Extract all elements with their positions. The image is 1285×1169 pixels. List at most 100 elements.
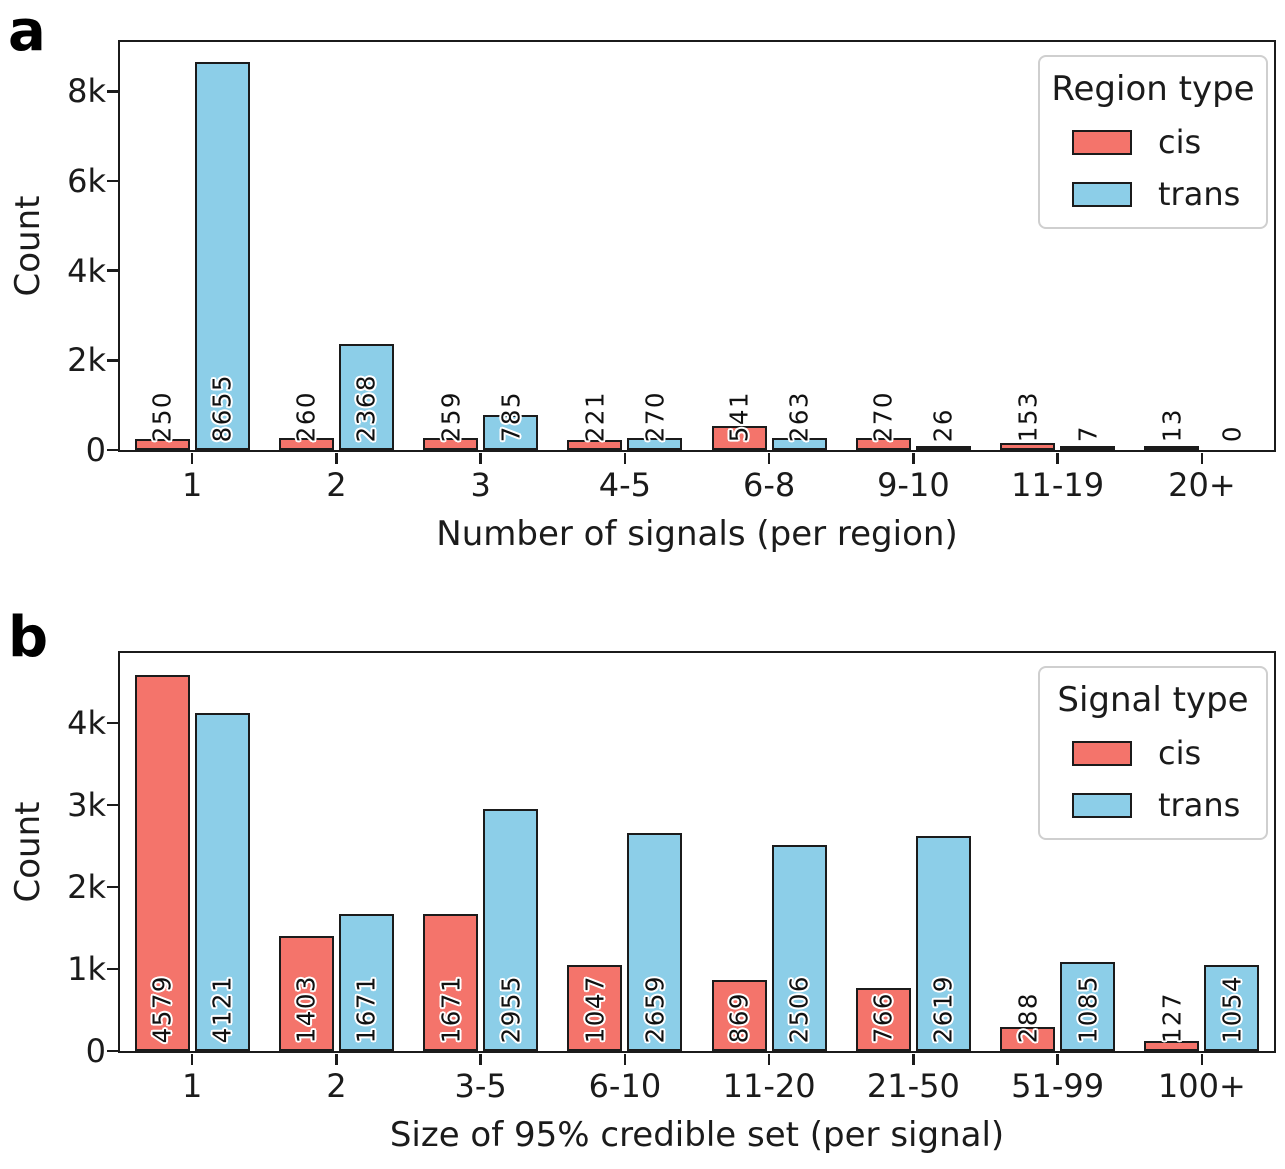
x-tick-mark	[479, 452, 482, 464]
bar-value-label: 2659	[640, 974, 670, 1043]
y-tick-label: 3k	[67, 785, 106, 824]
plot-area-b: Count 0 1k 2k 3k 4k 1 2 3-5 6-10 11-20 21-50 51-99…	[8, 651, 1276, 1155]
bar-value-label: 263	[784, 390, 814, 442]
bar-value-label: 869	[724, 991, 754, 1043]
y-tick-label: 0	[85, 1032, 106, 1070]
bar-value-label: 1671	[436, 974, 466, 1043]
bar-value-label: 2506	[784, 974, 814, 1043]
bar-value-label: 1085	[1073, 974, 1103, 1043]
x-tick-label: 3-5	[454, 1067, 507, 1105]
x-tick-mark	[190, 1053, 194, 1065]
bar-value-label: 766	[868, 991, 898, 1043]
bar-value-label: 2955	[496, 974, 526, 1043]
x-axis-ticks: 1 2 3 4-5 6-8 9-10 11-19 20+	[120, 466, 1274, 512]
bar-value-label: 0	[1217, 424, 1247, 442]
y-axis-ticks: 0 1k 2k 3k 4k	[6, 653, 106, 1070]
legend-row-trans: trans	[1072, 175, 1266, 213]
x-tick-label: 1	[181, 1067, 203, 1105]
x-axis-title: Number of signals (per region)	[436, 514, 958, 554]
y-tick-label: 4k	[67, 703, 106, 742]
bar-cis	[855, 437, 911, 450]
y-tick-mark	[106, 803, 118, 807]
bar-cis	[855, 988, 911, 1051]
x-tick-label: 100+	[1157, 1067, 1246, 1105]
x-tick-label: 9-10	[877, 466, 950, 504]
panel-letter-a: a	[8, 0, 46, 64]
bar-trans	[194, 61, 250, 450]
y-tick-label: 1k	[67, 949, 106, 988]
bar-value-label: 7	[1073, 424, 1103, 442]
x-tick-mark	[1056, 1053, 1059, 1065]
bar-trans	[771, 438, 827, 450]
bar-value-label: 4121	[207, 974, 237, 1043]
x-tick-label: 11-20	[722, 1067, 816, 1105]
y-tick-mark	[106, 1049, 118, 1053]
y-tick-label: 8k	[67, 72, 106, 111]
y-tick-label: 4k	[67, 251, 106, 290]
bar-value-label: 1047	[580, 974, 610, 1043]
x-tick-mark	[912, 452, 915, 464]
y-tick-label: 6k	[67, 162, 106, 200]
bar-trans	[483, 414, 539, 450]
bar-trans	[1060, 961, 1116, 1051]
bar-trans	[338, 343, 394, 450]
y-tick-mark	[106, 721, 118, 725]
bar-cis	[134, 438, 190, 450]
bar-trans	[915, 836, 971, 1051]
y-tick-mark	[106, 448, 118, 452]
bar-cis	[423, 913, 479, 1051]
bar-cis	[567, 965, 623, 1051]
panel-letter-b: b	[8, 605, 49, 670]
x-tick-mark	[623, 1053, 627, 1065]
legend: Region type cis trans	[1038, 55, 1268, 229]
bar-trans	[194, 712, 250, 1051]
legend-label-trans: trans	[1158, 175, 1241, 213]
y-tick-label: 2k	[67, 341, 106, 380]
y-tick-mark	[106, 90, 118, 93]
legend-row-trans: trans	[1072, 786, 1266, 824]
y-tick-mark	[106, 967, 118, 971]
bar-value-label: 1054	[1217, 974, 1247, 1043]
legend-swatch-trans	[1072, 181, 1132, 207]
y-tick-mark	[106, 179, 118, 183]
bar-value-label: 288	[1013, 991, 1043, 1043]
x-tick-mark	[479, 1053, 482, 1065]
x-tick-mark	[190, 452, 194, 464]
x-tick-mark	[1056, 452, 1059, 464]
x-tick-label: 51-99	[1011, 1067, 1105, 1105]
x-axis-ticks: 1 2 3-5 6-10 11-20 21-50 51-99 100+	[120, 1067, 1274, 1113]
bar-value-label: 259	[436, 390, 466, 442]
bar-cis	[567, 440, 623, 450]
bar-value-label: 221	[580, 390, 610, 442]
y-tick-mark	[106, 269, 118, 272]
bar-trans	[627, 437, 683, 450]
y-axis-ticks: 0 2k 4k 6k 8k	[6, 42, 106, 469]
bar-cis	[1144, 446, 1200, 450]
bar-trans	[627, 832, 683, 1051]
bar-trans	[771, 845, 827, 1051]
legend-label-cis: cis	[1158, 734, 1202, 772]
y-tick-label: 0	[85, 431, 106, 469]
legend-row-cis: cis	[1072, 123, 1266, 161]
x-tick-label: 6-8	[742, 466, 796, 504]
bar-value-label: 1403	[291, 974, 321, 1043]
bar-value-label: 26	[928, 407, 958, 442]
y-tick-mark	[106, 885, 118, 889]
x-tick-label: 3	[470, 466, 491, 504]
x-tick-mark	[1200, 452, 1204, 464]
legend-swatch-cis	[1072, 740, 1132, 766]
bar-cis	[278, 935, 334, 1051]
legend-label-cis: cis	[1158, 123, 1202, 161]
x-tick-label: 11-19	[1011, 466, 1105, 504]
legend-swatch-trans	[1072, 792, 1132, 818]
bar-trans	[483, 808, 539, 1051]
bar-trans	[1060, 446, 1116, 450]
bar-value-label: 13	[1157, 407, 1187, 442]
bar-value-label: 541	[724, 390, 754, 442]
x-tick-mark	[767, 1053, 771, 1065]
legend-row-cis: cis	[1072, 734, 1266, 772]
bar-value-label: 250	[147, 390, 177, 442]
bar-value-label: 260	[291, 390, 321, 442]
x-tick-label: 2	[326, 466, 347, 504]
x-tick-mark	[623, 452, 627, 464]
